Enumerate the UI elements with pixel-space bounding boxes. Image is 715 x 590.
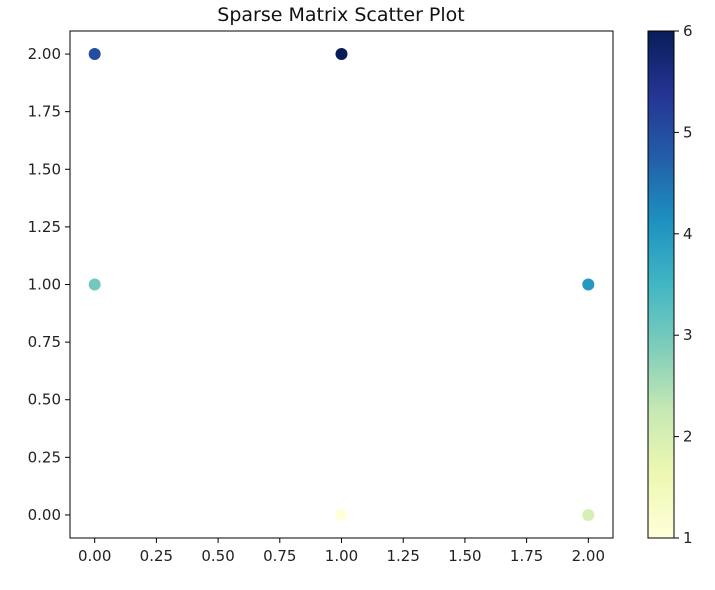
colorbar-tick-label: 6 — [683, 22, 693, 40]
colorbar-frame — [647, 30, 675, 539]
x-tick-label: 0.00 — [78, 547, 111, 565]
x-tick-label: 0.25 — [140, 547, 173, 565]
scatter-point — [335, 508, 348, 521]
colorbar-tick-label: 1 — [683, 529, 693, 547]
y-tick-label: 2.00 — [28, 45, 61, 63]
y-tick-label: 0.25 — [28, 448, 61, 466]
colorbar-tick-label: 5 — [683, 123, 693, 141]
x-tick-label: 1.50 — [448, 547, 481, 565]
y-tick-label: 1.75 — [28, 103, 61, 121]
x-tick-label: 1.25 — [387, 547, 420, 565]
x-tick-label: 1.00 — [325, 547, 358, 565]
plot-frame — [69, 30, 614, 539]
scatter-point — [582, 508, 595, 521]
scatter-point — [88, 48, 101, 61]
y-tick-label: 0.00 — [28, 506, 61, 524]
colorbar-tick-label: 3 — [683, 326, 693, 344]
colorbar-gradient — [648, 31, 674, 538]
colorbar-tick-label: 2 — [683, 428, 693, 446]
scatter-point — [335, 48, 348, 61]
scatter-point — [582, 278, 595, 291]
chart-title: Sparse Matrix Scatter Plot — [217, 4, 464, 26]
x-tick-label: 0.75 — [263, 547, 296, 565]
x-tick-label: 0.50 — [201, 547, 234, 565]
colorbar-tick-label: 4 — [683, 225, 693, 243]
y-tick-label: 1.00 — [28, 276, 61, 294]
scatter-point — [88, 278, 101, 291]
y-tick-label: 0.50 — [28, 391, 61, 409]
x-tick-label: 1.75 — [510, 547, 543, 565]
y-tick-label: 1.25 — [28, 218, 61, 236]
y-tick-label: 1.50 — [28, 160, 61, 178]
y-tick-label: 0.75 — [28, 333, 61, 351]
x-tick-label: 2.00 — [572, 547, 605, 565]
